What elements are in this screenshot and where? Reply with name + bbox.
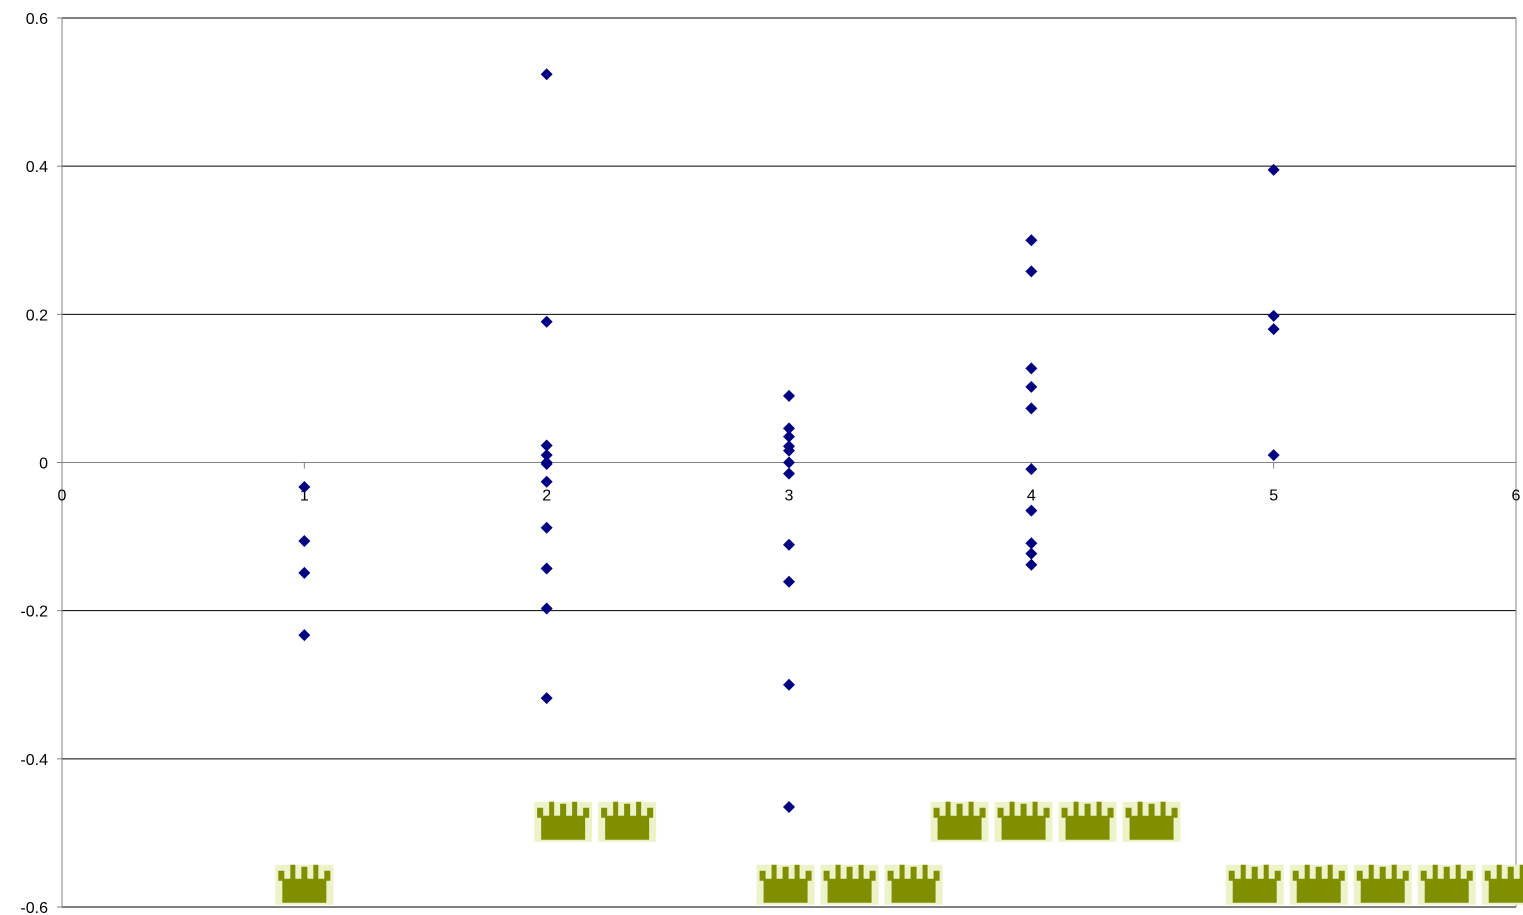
crown-icon xyxy=(1289,864,1348,905)
data-point xyxy=(1025,402,1038,415)
data-point xyxy=(298,629,311,642)
data-point xyxy=(1267,309,1280,322)
data-point xyxy=(1025,234,1038,247)
data-point xyxy=(1025,362,1038,375)
y-tick-label: -0.6 xyxy=(20,900,48,915)
data-points xyxy=(298,68,1280,813)
crown-icon xyxy=(1058,801,1117,842)
crown-icon xyxy=(1417,864,1476,905)
y-tick-label: 0.4 xyxy=(26,159,48,176)
x-axis-tick-labels: 0 1 2 3 4 5 6 xyxy=(58,488,1521,505)
data-point xyxy=(783,422,795,435)
data-point xyxy=(540,439,553,452)
grid-lines xyxy=(62,17,1516,908)
y-axis-tick-labels: -0.6 -0.4 -0.2 0 0.2 0.4 0.6 xyxy=(20,11,48,915)
x-tick-label: 0 xyxy=(58,488,67,505)
y-tick-label: 0 xyxy=(39,456,48,473)
y-tick-label: 0.6 xyxy=(26,11,48,28)
data-point xyxy=(1025,265,1038,278)
data-point xyxy=(540,449,553,462)
crown-icon xyxy=(994,801,1053,842)
crown-icon xyxy=(930,801,989,842)
crown-icons xyxy=(275,801,1523,905)
data-point xyxy=(1267,323,1280,336)
crown-icon xyxy=(756,864,815,905)
data-point xyxy=(783,678,795,691)
data-point xyxy=(540,692,553,705)
x-tick-label: 5 xyxy=(1269,488,1278,505)
data-point xyxy=(783,538,795,551)
data-point xyxy=(1267,163,1280,176)
data-point xyxy=(1025,547,1038,560)
crown-icon xyxy=(1122,801,1181,842)
data-point xyxy=(1025,380,1038,393)
data-point xyxy=(1025,558,1038,571)
data-point xyxy=(783,800,795,813)
data-point xyxy=(540,562,553,575)
data-point xyxy=(783,467,795,480)
data-point xyxy=(1025,463,1038,476)
data-point xyxy=(298,480,311,493)
data-point xyxy=(540,475,553,488)
x-tick-label: 1 xyxy=(300,488,309,505)
data-point xyxy=(783,575,795,588)
data-point xyxy=(1025,537,1038,550)
data-point xyxy=(1025,504,1038,517)
crown-icon xyxy=(820,864,879,905)
x-tick-label: 2 xyxy=(542,488,551,505)
data-point xyxy=(1267,449,1280,462)
x-tick-label: 4 xyxy=(1027,488,1036,505)
y-tick-label: -0.2 xyxy=(20,604,48,621)
data-point xyxy=(540,521,553,534)
crown-icon xyxy=(534,801,593,842)
data-point xyxy=(783,389,795,402)
data-point xyxy=(783,430,795,443)
data-point xyxy=(783,444,795,457)
crown-icon xyxy=(1481,864,1523,905)
crown-icon xyxy=(598,801,657,842)
data-point xyxy=(540,602,553,615)
y-tick-label: 0.2 xyxy=(26,307,48,324)
crown-icon xyxy=(1353,864,1412,905)
data-point xyxy=(540,315,553,328)
crown-icon xyxy=(1225,864,1284,905)
data-point xyxy=(783,456,795,469)
data-point xyxy=(298,566,311,579)
data-point xyxy=(540,457,553,470)
x-tick-label: 3 xyxy=(785,488,794,505)
crown-icon xyxy=(884,864,943,905)
y-tick-label: -0.4 xyxy=(20,752,48,769)
crown-icon xyxy=(275,864,334,905)
x-tick-label: 6 xyxy=(1512,488,1521,505)
data-point xyxy=(540,68,553,81)
data-point xyxy=(298,535,311,548)
